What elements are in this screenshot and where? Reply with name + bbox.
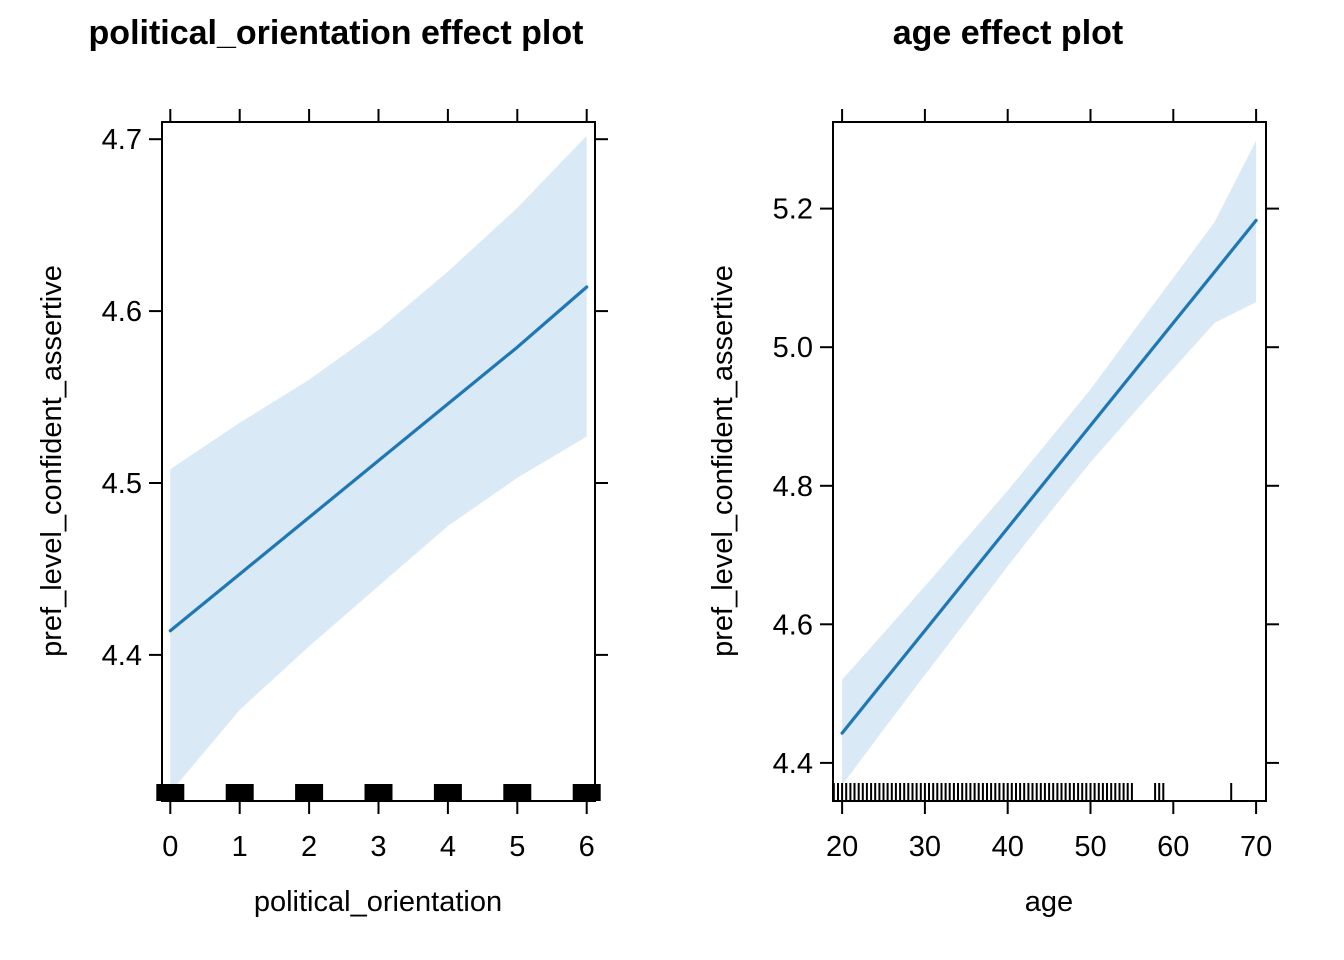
rug-mark (503, 784, 532, 801)
rug-mark (364, 784, 393, 801)
y-tick-label: 4.6 (102, 296, 142, 328)
rug-mark (433, 784, 462, 801)
confidence-band (170, 135, 587, 793)
x-axis-label: age (1025, 886, 1073, 918)
confidence-band-area (170, 135, 587, 793)
x-tick-label: 6 (579, 831, 595, 863)
x-tick-label: 50 (1074, 831, 1106, 863)
y-tick-label: 4.5 (102, 468, 142, 500)
y-axis-ticks: 4.4 4.5 4.6 4.7 (102, 124, 608, 672)
confidence-band (842, 140, 1257, 786)
y-axis-label: pref_level_confident_assertive (707, 265, 739, 657)
confidence-band-area (842, 140, 1257, 786)
x-tick-label: 0 (162, 831, 178, 863)
chart-title: political_orientation effect plot (89, 14, 584, 52)
rug-mark (295, 784, 324, 801)
fit-line (168, 285, 589, 633)
x-tick-label: 2 (301, 831, 317, 863)
x-tick-label: 3 (370, 831, 386, 863)
y-tick-label: 4.7 (102, 124, 142, 156)
x-tick-label: 5 (509, 831, 525, 863)
x-tick-label: 1 (232, 831, 248, 863)
y-axis-label: pref_level_confident_assertive (36, 265, 68, 657)
panel-age: age effect plot 20 30 40 50 60 70 4.4 4.6 4.8 5.… (707, 14, 1279, 918)
fit-line (840, 218, 1258, 735)
y-tick-label: 5.2 (773, 194, 813, 226)
rug-mark (156, 784, 185, 801)
x-tick-label: 70 (1240, 831, 1272, 863)
rug (156, 784, 601, 801)
y-tick-label: 4.8 (773, 471, 813, 503)
x-tick-label: 4 (440, 831, 456, 863)
y-axis-ticks: 4.4 4.6 4.8 5.0 5.2 (773, 194, 1279, 780)
fit-line-series (840, 218, 1258, 735)
chart-title: age effect plot (893, 14, 1123, 52)
y-tick-label: 4.4 (773, 748, 813, 780)
panel-political-orientation: political_orientation effect plot 0 1 2 3 4 5… (36, 14, 608, 918)
y-tick-label: 4.4 (102, 640, 142, 672)
x-tick-label: 60 (1157, 831, 1189, 863)
y-tick-label: 4.6 (773, 609, 813, 641)
x-axis-ticks: 20 30 40 50 60 70 (826, 109, 1272, 863)
y-tick-label: 5.0 (773, 332, 813, 364)
x-tick-label: 20 (826, 831, 858, 863)
x-tick-label: 40 (992, 831, 1024, 863)
x-axis-label: political_orientation (254, 886, 502, 918)
rug-mark (225, 784, 254, 801)
x-axis-ticks: 0 1 2 3 4 5 6 (162, 109, 595, 863)
x-tick-label: 30 (909, 831, 941, 863)
rug-mark (572, 784, 601, 801)
fit-line-series (168, 285, 589, 633)
rug (832, 783, 1233, 801)
